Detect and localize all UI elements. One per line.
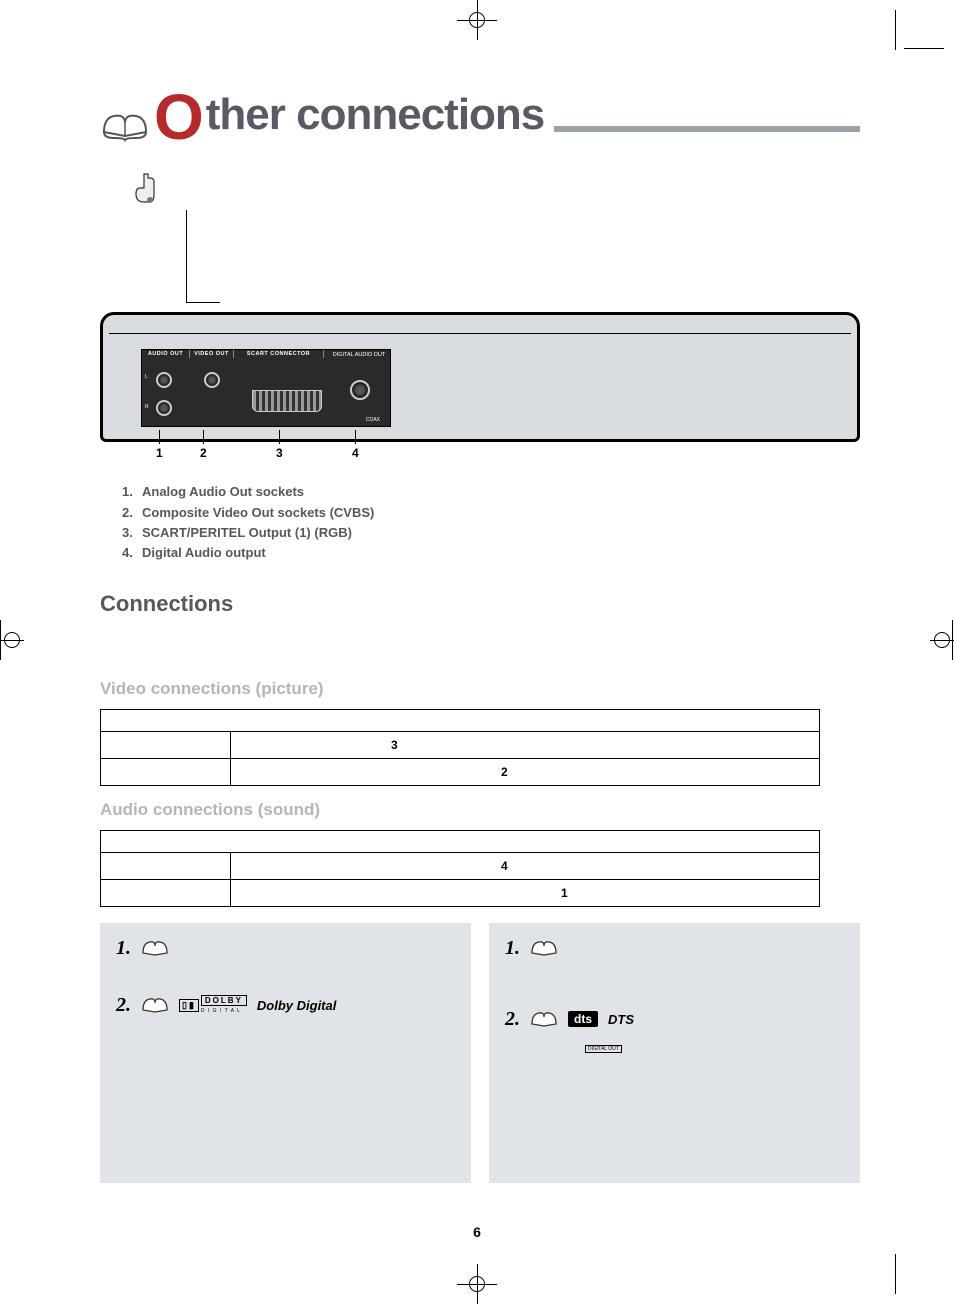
dolby-logo: ▯▮ DOLBY D I G I T A L	[179, 996, 247, 1014]
step-number: 1.	[116, 937, 131, 960]
table-cell	[101, 852, 231, 879]
info-box-dts: 1. 2. dts DTS DIGITAL OUT	[489, 923, 860, 1183]
crop-mark-bottom	[457, 1264, 497, 1304]
callout-4: 4	[352, 446, 359, 460]
label-l: L	[145, 374, 148, 380]
coax-jack	[350, 380, 370, 400]
table-cell: 4	[501, 859, 508, 873]
pointing-hand-icon	[130, 172, 158, 206]
connector-panel: AUDIO OUT VIDEO OUT SCART CONNECTOR DIGI…	[141, 349, 391, 427]
step-number: 2.	[116, 994, 131, 1017]
book-icon	[141, 937, 169, 959]
video-connections-table: 3 2	[100, 709, 820, 786]
table-cell	[101, 758, 231, 785]
title-rest: ther connections	[206, 90, 545, 144]
table-cell	[101, 879, 231, 906]
label-digital-audio: DIGITAL AUDIO OUT	[332, 352, 386, 358]
heading-video: Video connections (picture)	[100, 679, 860, 699]
dts-logo: dts	[568, 1010, 598, 1028]
table-cell	[101, 731, 231, 758]
info-boxes: 1. 2. ▯▮ DOLBY D I G I T A L Dolby D	[100, 923, 860, 1183]
book-icon	[100, 100, 150, 144]
page-title: O ther connections	[100, 90, 860, 144]
crop-corner	[904, 48, 944, 49]
crop-mark-top	[457, 0, 497, 40]
page-content: O ther connections AUDIO OUT VIDEO OUT S…	[100, 90, 860, 1183]
label-audio-out: AUDIO OUT	[142, 350, 190, 358]
table-cell: 2	[501, 765, 508, 779]
audio-connections-table: 4 1	[100, 830, 820, 907]
audio-jack-left	[156, 372, 172, 388]
page-number: 6	[473, 1224, 481, 1240]
table-cell: 3	[391, 738, 398, 752]
book-icon	[530, 937, 558, 959]
dts-sublabel: DIGITAL OUT	[585, 1045, 622, 1053]
title-cap: O	[154, 90, 202, 144]
device-rear-panel: AUDIO OUT VIDEO OUT SCART CONNECTOR DIGI…	[100, 312, 860, 442]
heading-audio: Audio connections (sound)	[100, 800, 860, 820]
note-pointer	[130, 172, 860, 312]
step-number: 1.	[505, 937, 520, 960]
label-video-out: VIDEO OUT	[190, 350, 234, 358]
audio-jack-right	[156, 400, 172, 416]
title-rule	[554, 126, 860, 132]
step-number: 2.	[505, 1008, 520, 1031]
dts-text: DTS	[608, 1012, 634, 1027]
label-coax: COAX	[366, 417, 380, 423]
crop-corner	[895, 1254, 896, 1294]
label-r: R	[145, 404, 149, 410]
book-icon	[530, 1008, 558, 1030]
callout-2: 2	[200, 446, 207, 460]
callout-3: 3	[276, 446, 283, 460]
callout-numbers: 1 2 3 4	[138, 430, 388, 468]
scart-connector	[252, 390, 322, 412]
video-jack	[204, 372, 220, 388]
crop-mark-right	[930, 620, 954, 660]
callout-1: 1	[156, 446, 163, 460]
crop-corner	[895, 10, 896, 50]
connector-legend: 1.Analog Audio Out sockets 2.Composite V…	[122, 482, 860, 563]
heading-connections: Connections	[100, 591, 860, 617]
book-icon	[141, 994, 169, 1016]
info-box-dolby: 1. 2. ▯▮ DOLBY D I G I T A L Dolby D	[100, 923, 471, 1183]
crop-mark-left	[0, 620, 24, 660]
table-cell: 1	[561, 886, 568, 900]
label-scart: SCART CONNECTOR	[234, 350, 324, 358]
dolby-text: Dolby Digital	[257, 998, 336, 1013]
